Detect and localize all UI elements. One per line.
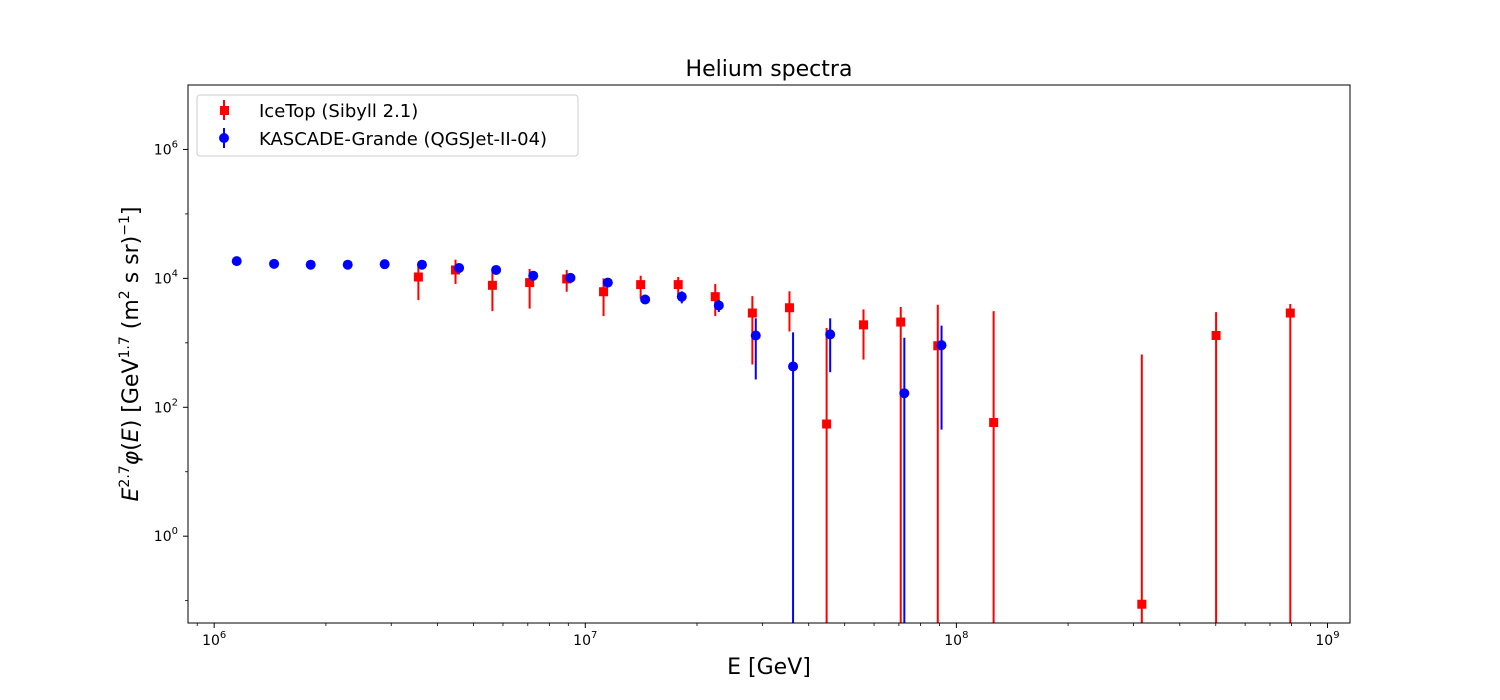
data-point	[640, 294, 651, 305]
y-tick-label: 106	[154, 139, 178, 158]
x-axis-label: E [GeV]	[727, 655, 811, 680]
legend-icetop-marker	[220, 106, 229, 115]
data-point	[491, 264, 502, 275]
y-tick-label: 100	[154, 526, 178, 545]
data-point	[525, 278, 535, 288]
data-point	[454, 262, 465, 273]
data-point	[636, 280, 646, 290]
plot-frame	[187, 84, 1351, 624]
plot-area	[231, 256, 1295, 623]
x-tick-label: 106	[202, 630, 226, 649]
data-point	[936, 340, 947, 351]
y-tick-label: 102	[154, 397, 178, 416]
data-point	[565, 272, 576, 283]
legend-entry-icetop: IceTop (Sibyll 2.1)	[220, 100, 418, 122]
data-point	[269, 258, 280, 269]
data-point	[416, 259, 427, 270]
data-point	[784, 303, 794, 313]
data-point	[899, 388, 910, 399]
data-point	[747, 308, 757, 318]
legend: IceTop (Sibyll 2.1) KASCADE-Grande (QGSJ…	[196, 94, 579, 157]
data-point	[1211, 330, 1221, 340]
data-point	[859, 320, 869, 330]
data-point	[825, 329, 836, 340]
data-point	[989, 418, 999, 428]
data-point	[528, 270, 539, 281]
legend-label-icetop: IceTop (Sibyll 2.1)	[259, 101, 418, 122]
data-point	[599, 287, 609, 297]
x-tick-label: 108	[944, 630, 968, 649]
series-kascade	[231, 256, 947, 623]
data-point	[231, 256, 242, 267]
chart-title: Helium spectra	[686, 57, 853, 82]
data-point	[1285, 308, 1295, 318]
data-point	[676, 291, 687, 302]
data-point	[788, 361, 799, 372]
x-tick-label: 107	[573, 630, 597, 649]
y-axis-label: E2.7φ(E) [GeV1.7 (m2 s sr)−1]	[117, 207, 144, 502]
y-tick-label: 104	[154, 268, 178, 287]
legend-label-kascade: KASCADE-Grande (QGSJet-II-04)	[259, 129, 547, 150]
legend-entry-kascade: KASCADE-Grande (QGSJet-II-04)	[219, 128, 547, 150]
data-point	[896, 317, 906, 327]
data-point	[710, 292, 720, 302]
data-point	[342, 259, 353, 270]
x-tick-label: 109	[1315, 630, 1339, 649]
data-point	[487, 280, 497, 290]
axes-ticks: 106 107 108 109 100 102 104 106	[154, 139, 1340, 649]
data-point	[602, 277, 613, 288]
data-point	[413, 272, 423, 282]
data-point	[750, 330, 761, 341]
data-point	[673, 280, 683, 290]
data-point	[713, 300, 724, 311]
data-point	[305, 259, 316, 270]
data-point	[1137, 599, 1147, 609]
legend-box	[196, 94, 579, 157]
legend-kascade-marker	[219, 133, 229, 143]
data-point	[822, 419, 832, 429]
data-point	[379, 259, 390, 270]
